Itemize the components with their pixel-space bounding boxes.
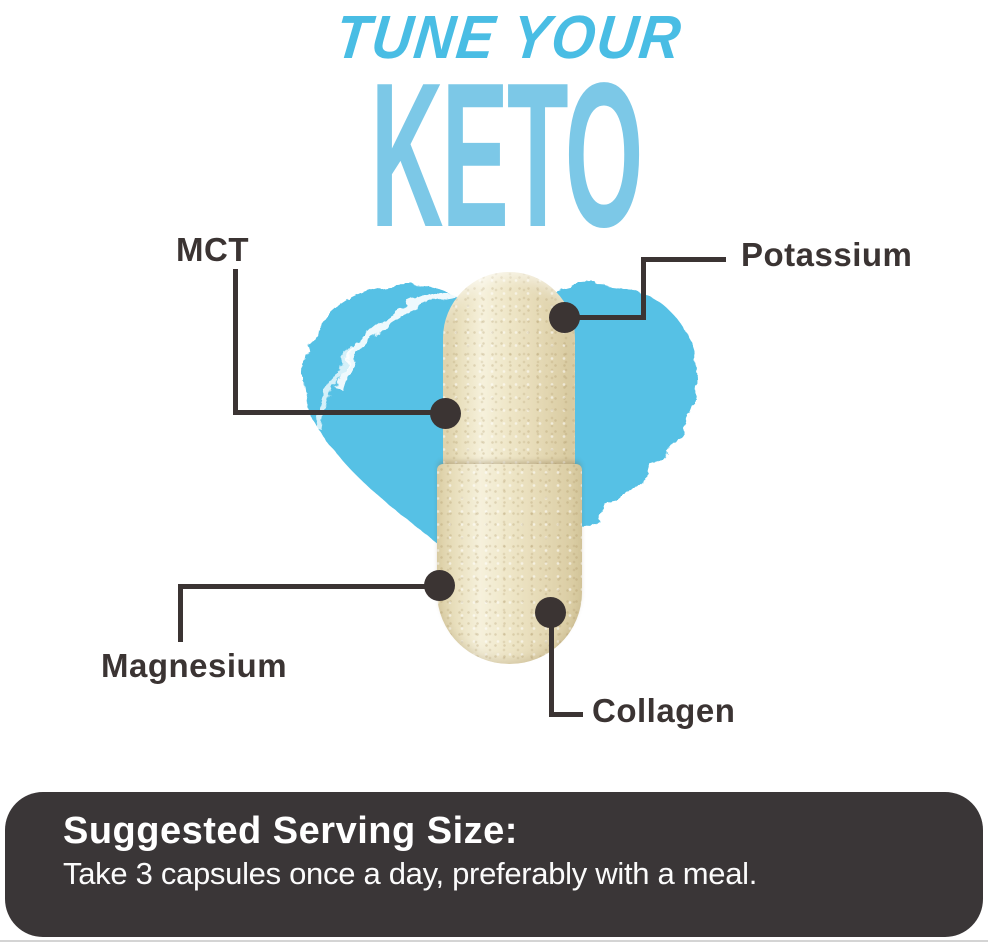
- potassium-connector-vertical: [641, 257, 646, 320]
- callout-label-collagen: Collagen: [592, 692, 736, 729]
- capsule-bottom-icon: [437, 464, 582, 664]
- potassium-dot: [549, 302, 580, 333]
- callout-label-potassium: Potassium: [741, 236, 913, 273]
- collagen-connector-horizontal: [549, 712, 583, 717]
- collagen-connector-vertical: [549, 613, 554, 717]
- headline-title-text: KETO: [370, 40, 644, 270]
- mct-connector-vertical: [233, 269, 238, 415]
- serving-size-instructions: Take 3 capsules once a day, preferably w…: [63, 856, 758, 891]
- magnesium-connector-horizontal: [178, 584, 442, 589]
- capsule-top-icon: [443, 272, 575, 468]
- callout-label-magnesium: Magnesium: [101, 647, 288, 684]
- potassium-connector-lower: [566, 315, 646, 320]
- potassium-connector-upper: [641, 257, 726, 262]
- callout-label-mct: MCT: [176, 231, 249, 268]
- mct-connector-horizontal: [233, 410, 449, 415]
- serving-size-banner: Suggested Serving Size: Take 3 capsules …: [5, 792, 983, 937]
- mct-dot: [430, 398, 461, 429]
- collagen-dot: [535, 597, 566, 628]
- bottom-divider: [0, 940, 988, 942]
- serving-size-title: Suggested Serving Size:: [63, 810, 518, 852]
- magnesium-dot: [424, 570, 455, 601]
- headline-title: KETO: [230, 52, 783, 258]
- magnesium-connector-vertical: [178, 584, 183, 642]
